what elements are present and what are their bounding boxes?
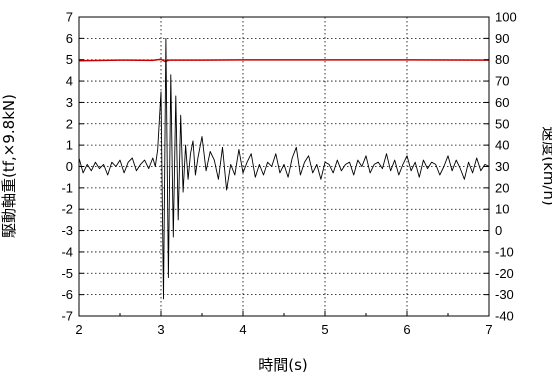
y-left-tick-label: -7 xyxy=(61,309,73,324)
x-tick-label: 7 xyxy=(485,322,492,337)
y-axis-right-title: 速度(km/h) xyxy=(540,126,552,206)
y-left-tick-label: 6 xyxy=(66,31,73,46)
y-right-tick-label: 30 xyxy=(495,159,509,174)
speed-series-line xyxy=(78,58,490,63)
y-left-tick-label: 1 xyxy=(66,138,73,153)
y-left-tick-label: 7 xyxy=(66,10,73,25)
x-tick-label: 4 xyxy=(239,322,246,337)
y-right-tick-label: 10 xyxy=(495,202,509,217)
y-left-tick-label: -3 xyxy=(61,223,73,238)
y-left-tick-label: -4 xyxy=(61,244,73,259)
grid-lines xyxy=(79,17,489,316)
y-right-tick-label: -40 xyxy=(495,309,514,324)
y-right-tick-label: 0 xyxy=(495,223,502,238)
axle-load-series-line xyxy=(78,37,490,300)
y-left-tick-label: 5 xyxy=(66,52,73,67)
x-tick-label: 6 xyxy=(403,322,410,337)
y-right-tick-label: -20 xyxy=(495,266,514,281)
y-right-tick-label: 100 xyxy=(495,10,517,25)
y-left-tick-label: -5 xyxy=(61,266,73,281)
x-axis-title: 時間(s) xyxy=(258,356,308,374)
y-right-tick-label: 60 xyxy=(495,95,509,110)
y-left-tick-label: 2 xyxy=(66,116,73,131)
y-left-tick-label: 4 xyxy=(66,74,73,89)
axis-ticks: -7-6-5-4-3-2-101234567-40-30-20-10010203… xyxy=(61,10,516,338)
x-tick-label: 3 xyxy=(157,322,164,337)
y-right-tick-label: 20 xyxy=(495,180,509,195)
y-right-tick-label: 90 xyxy=(495,31,509,46)
y-right-tick-label: 80 xyxy=(495,52,509,67)
y-right-tick-label: -10 xyxy=(495,244,514,259)
y-left-tick-label: -1 xyxy=(61,180,73,195)
y-right-tick-label: 70 xyxy=(495,74,509,89)
y-axis-left-title: 駆動軸重(tf,×9.8kN) xyxy=(0,94,18,238)
y-left-tick-label: -2 xyxy=(61,202,73,217)
y-right-tick-label: -30 xyxy=(495,287,514,302)
y-right-tick-label: 50 xyxy=(495,116,509,131)
x-tick-label: 2 xyxy=(75,322,82,337)
y-left-tick-label: 0 xyxy=(66,159,73,174)
y-right-tick-label: 40 xyxy=(495,138,509,153)
x-tick-label: 5 xyxy=(321,322,328,337)
y-left-tick-label: 3 xyxy=(66,95,73,110)
y-left-tick-label: -6 xyxy=(61,287,73,302)
series-lines xyxy=(78,37,490,300)
